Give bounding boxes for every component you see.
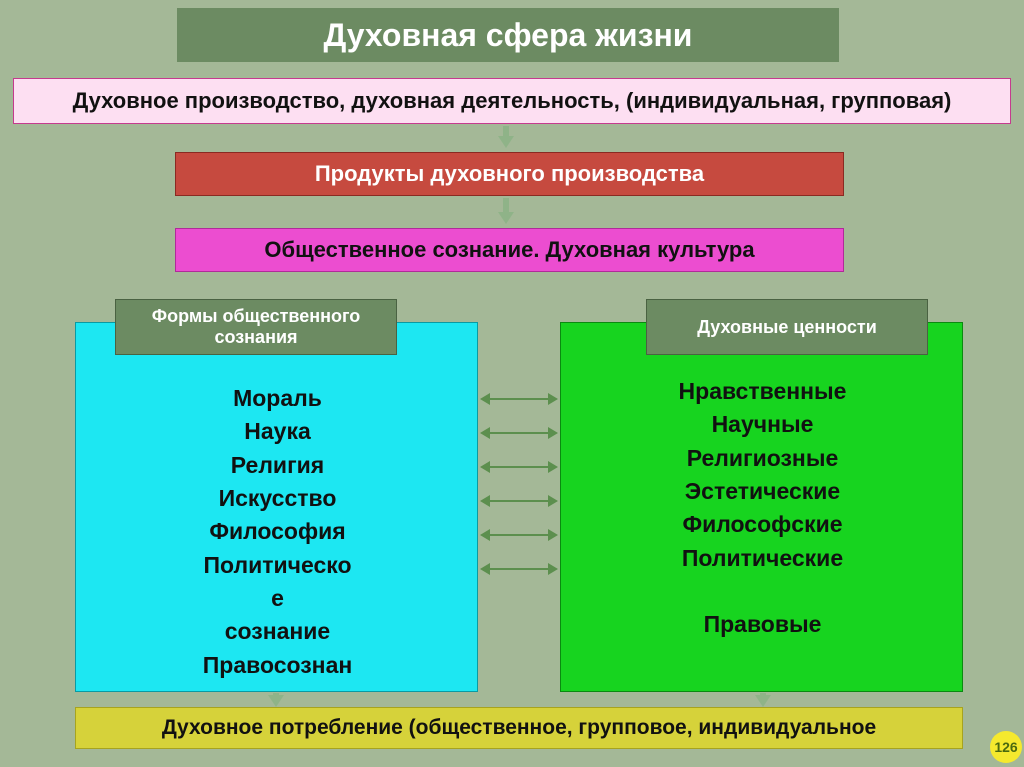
products-text: Продукты духовного производства [315,161,704,187]
arrow-right-head-icon [548,461,558,473]
bottom-text: Духовное потребление (общественное, груп… [162,716,876,740]
list-item: Политическо [135,549,420,582]
arrow-left-head-icon [480,427,490,439]
list-item [620,575,905,608]
double-arrow-icon [488,568,550,570]
right-list: НравственныеНаучныеРелигиозныеЭстетическ… [620,375,905,642]
list-item: Религиозные [620,442,905,475]
list-item: Нравственные [620,375,905,408]
double-arrow-icon [488,432,550,434]
consciousness-text: Общественное сознание. Духовная культура [264,237,754,263]
list-item: Мораль [135,382,420,415]
arrow-left-head-icon [480,461,490,473]
subtitle-production: Духовное производство, духовная деятельн… [13,78,1011,124]
arrow-right-head-icon [548,495,558,507]
arrow-left-head-icon [480,393,490,405]
bottom-box: Духовное потребление (общественное, груп… [75,707,963,749]
list-item: Политические [620,542,905,575]
list-item: Эстетические [620,475,905,508]
arrow-down-head-icon [755,695,771,707]
arrow-right-head-icon [548,393,558,405]
double-arrow-icon [488,534,550,536]
arrow-down-head-icon [498,212,514,224]
arrow-down-head-icon [268,695,284,707]
left-list: МоральНаукаРелигияИскусствоФилософияПоли… [135,382,420,682]
arrow-right-head-icon [548,529,558,541]
list-item: Религия [135,449,420,482]
products-box: Продукты духовного производства [175,152,844,196]
arrow-right-head-icon [548,563,558,575]
left-label-box: Формы общественного сознания [115,299,397,355]
title-text: Духовная сфера жизни [324,17,693,54]
list-item: е [135,582,420,615]
list-item: Правовые [620,608,905,641]
list-item: Правосознан [135,649,420,682]
list-item: сознание [135,615,420,648]
double-arrow-icon [488,466,550,468]
title-box: Духовная сфера жизни [177,8,839,62]
page-number-text: 126 [994,739,1017,755]
consciousness-box: Общественное сознание. Духовная культура [175,228,844,272]
double-arrow-icon [488,398,550,400]
left-label-text: Формы общественного сознания [122,306,390,347]
arrow-left-head-icon [480,563,490,575]
arrow-down-head-icon [498,136,514,148]
list-item: Искусство [135,482,420,515]
right-label-box: Духовные ценности [646,299,928,355]
double-arrow-icon [488,500,550,502]
subtitle-production-text: Духовное производство, духовная деятельн… [73,88,952,114]
list-item: Философия [135,515,420,548]
right-label-text: Духовные ценности [697,317,877,338]
arrow-left-head-icon [480,529,490,541]
page-number-badge: 126 [990,731,1022,763]
list-item: Научные [620,408,905,441]
list-item: Философские [620,508,905,541]
list-item: Наука [135,415,420,448]
arrow-right-head-icon [548,427,558,439]
arrow-left-head-icon [480,495,490,507]
